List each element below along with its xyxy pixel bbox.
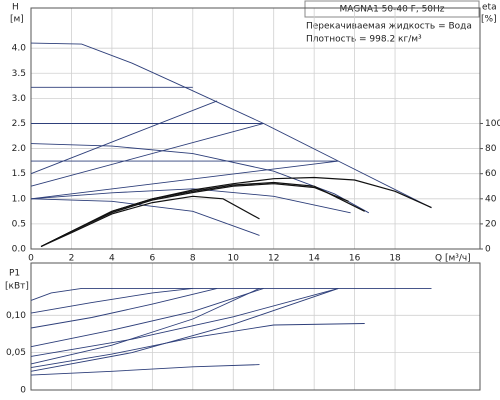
efficiency-curve	[40, 183, 349, 248]
y-tick-label: 2.0	[12, 144, 27, 154]
y-axis-unit: [м]	[10, 15, 24, 25]
x-tick-label: 16	[349, 254, 361, 264]
chart-title: MAGNA1 50-40 F, 50Hz	[339, 5, 444, 15]
y-tick-label: 4.0	[12, 44, 27, 54]
curve	[30, 287, 264, 348]
efficiency-curve	[40, 195, 260, 248]
y-tick-label: 3.5	[12, 69, 26, 79]
curve	[30, 287, 260, 365]
y2-tick-label: 60	[485, 169, 497, 179]
y-tick-label: 0,10	[6, 311, 26, 321]
x-tick-label: 10	[228, 254, 240, 264]
y-tick-label: 0,05	[6, 348, 26, 358]
curve	[30, 198, 260, 236]
y-tick-label: 1.5	[12, 169, 26, 179]
x-tick-label: 0	[28, 254, 34, 264]
x-tick-label: 18	[389, 254, 401, 264]
curve	[30, 143, 370, 214]
annotation: Перекачиваемая жидкость = Вода	[306, 22, 472, 32]
curve	[30, 287, 339, 357]
curve	[30, 287, 193, 314]
annotation: Плотность = 998.2 кг/м³	[306, 35, 422, 45]
curve	[30, 287, 432, 301]
title-box	[304, 0, 480, 18]
curve	[30, 123, 264, 187]
efficiency-curve	[40, 176, 432, 248]
y2-tick-label: 0	[485, 245, 491, 255]
x-tick-label: 12	[268, 254, 279, 264]
x-tick-label: 14	[308, 254, 320, 264]
y-axis-label: P1	[9, 269, 20, 279]
x-tick-label: 2	[69, 254, 75, 264]
curve	[30, 287, 218, 329]
x-tick-label: 4	[109, 254, 115, 264]
y2-tick-label: 20	[485, 219, 497, 229]
curve	[30, 323, 365, 369]
x-axis-label: Q [м³/ч]	[435, 254, 471, 264]
plot-frame	[30, 262, 481, 391]
y-tick-label: 2.5	[12, 119, 26, 129]
x-tick-label: 6	[149, 254, 155, 264]
y-tick-label: 0	[20, 386, 26, 396]
plot-frame	[30, 7, 481, 250]
y-tick-label: 0.0	[12, 245, 27, 255]
y2-tick-label: 100	[485, 119, 500, 129]
y2-tick-label: 80	[485, 144, 497, 154]
y-tick-label: 0.5	[12, 219, 26, 229]
curve	[30, 160, 339, 200]
y2-axis-label: eta	[482, 3, 497, 13]
curve	[30, 287, 339, 372]
curve	[30, 100, 218, 175]
y2-tick-label: 40	[485, 194, 497, 204]
curve	[30, 42, 432, 209]
y-axis-unit: [кВт]	[5, 282, 29, 292]
y-tick-label: 1.0	[12, 194, 27, 204]
curve	[30, 188, 351, 214]
curve	[30, 364, 260, 376]
y-tick-label: 3.0	[12, 94, 27, 104]
y-axis-label: H	[12, 3, 19, 13]
x-tick-label: 8	[190, 254, 196, 264]
y2-axis-unit: [%]	[481, 15, 497, 25]
